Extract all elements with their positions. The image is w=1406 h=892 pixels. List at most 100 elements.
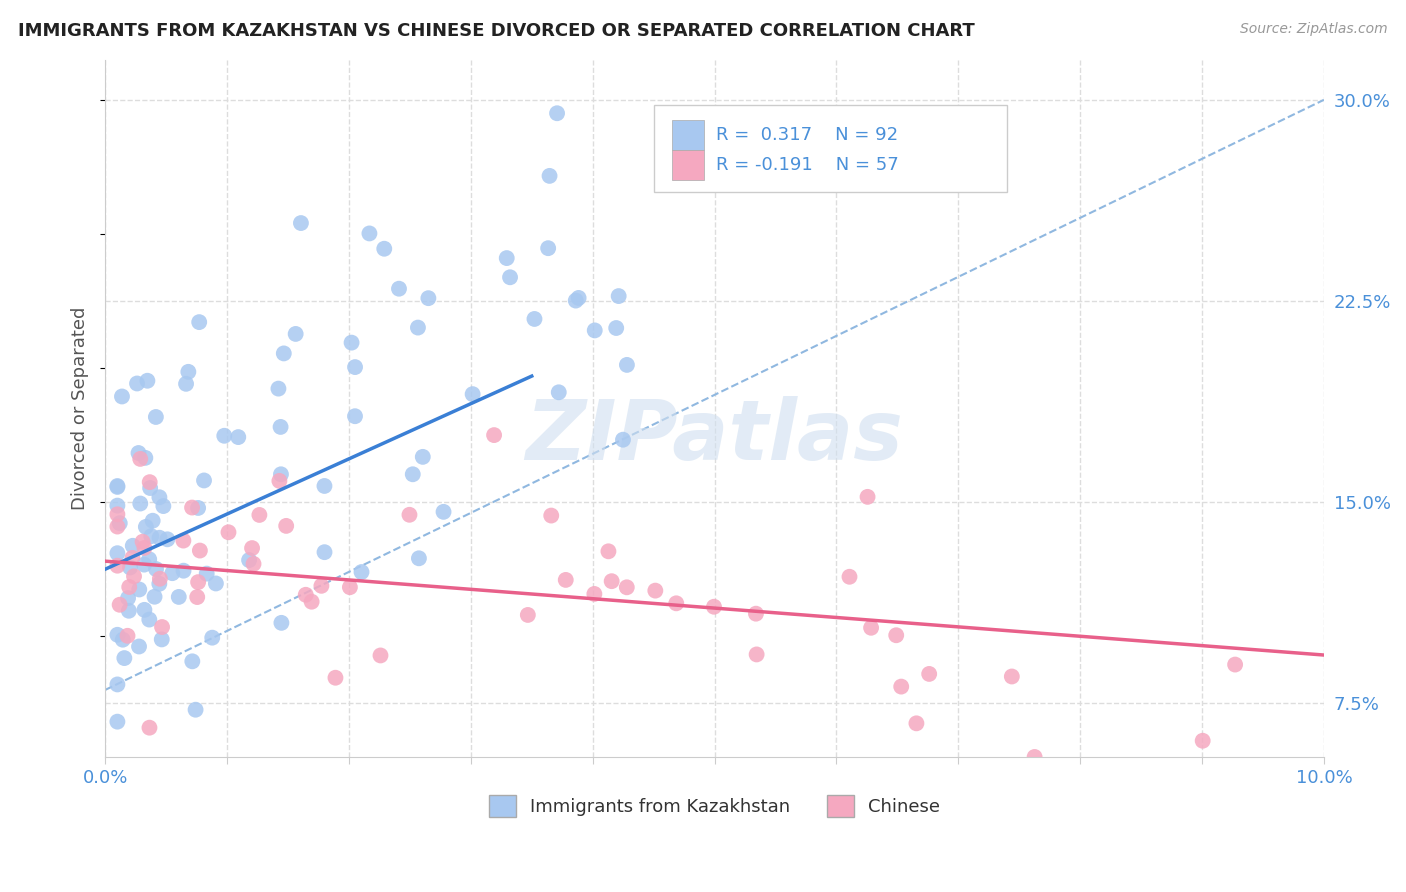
- Point: [172, 533, 194, 548]
- Point: [495, 251, 517, 265]
- Point: [129, 497, 152, 511]
- Point: [167, 590, 190, 604]
- Point: [188, 543, 211, 558]
- Point: [112, 651, 135, 665]
- Point: [128, 640, 150, 654]
- Point: [150, 632, 173, 647]
- Point: [156, 533, 179, 547]
- Point: [121, 550, 143, 565]
- Point: [406, 320, 429, 334]
- Point: [605, 321, 627, 335]
- Point: [616, 580, 638, 594]
- Point: [105, 480, 128, 494]
- Point: [108, 598, 131, 612]
- Point: [145, 562, 167, 576]
- Point: [276, 519, 298, 533]
- Point: [598, 544, 620, 558]
- Point: [177, 365, 200, 379]
- Point: [152, 499, 174, 513]
- Point: [117, 629, 139, 643]
- Point: [138, 552, 160, 566]
- Point: [121, 539, 143, 553]
- Point: [267, 382, 290, 396]
- Point: [860, 621, 883, 635]
- Point: [538, 169, 561, 183]
- Point: [412, 450, 434, 464]
- Point: [134, 450, 156, 465]
- Point: [193, 474, 215, 488]
- Point: [890, 680, 912, 694]
- Point: [238, 553, 260, 567]
- Point: [1001, 669, 1024, 683]
- Legend: Immigrants from Kazakhstan, Chinese: Immigrants from Kazakhstan, Chinese: [482, 789, 948, 824]
- Point: [187, 575, 209, 590]
- Point: [273, 346, 295, 360]
- Point: [148, 490, 170, 504]
- Point: [270, 467, 292, 482]
- Text: R = -0.191    N = 57: R = -0.191 N = 57: [716, 156, 898, 174]
- Point: [105, 499, 128, 513]
- Y-axis label: Divorced or Separated: Divorced or Separated: [72, 307, 89, 510]
- Point: [138, 613, 160, 627]
- Point: [105, 479, 128, 493]
- Point: [145, 409, 167, 424]
- Point: [339, 580, 361, 594]
- Point: [644, 583, 666, 598]
- Point: [111, 632, 134, 647]
- Text: ZIPatlas: ZIPatlas: [526, 396, 904, 476]
- Point: [187, 500, 209, 515]
- Point: [314, 545, 336, 559]
- Point: [148, 576, 170, 591]
- Point: [247, 508, 270, 522]
- Point: [703, 599, 725, 614]
- Point: [195, 566, 218, 581]
- Point: [418, 291, 440, 305]
- Point: [138, 721, 160, 735]
- Point: [665, 596, 688, 610]
- Point: [1191, 733, 1213, 747]
- Point: [856, 490, 879, 504]
- Point: [118, 604, 141, 618]
- Point: [122, 569, 145, 583]
- Point: [240, 541, 263, 555]
- Point: [745, 607, 768, 621]
- Point: [398, 508, 420, 522]
- Point: [402, 467, 425, 482]
- Point: [128, 582, 150, 597]
- Point: [173, 564, 195, 578]
- Point: [301, 595, 323, 609]
- Point: [564, 293, 586, 308]
- Point: [343, 409, 366, 424]
- Point: [918, 667, 941, 681]
- Point: [325, 671, 347, 685]
- Point: [148, 531, 170, 545]
- Point: [141, 529, 163, 543]
- Point: [546, 106, 568, 120]
- Point: [134, 603, 156, 617]
- Point: [131, 534, 153, 549]
- Point: [105, 508, 128, 522]
- Point: [174, 376, 197, 391]
- Point: [290, 216, 312, 230]
- Point: [242, 557, 264, 571]
- Point: [201, 631, 224, 645]
- Point: [340, 335, 363, 350]
- Point: [138, 475, 160, 490]
- Point: [540, 508, 562, 523]
- Point: [105, 519, 128, 533]
- Point: [186, 590, 208, 604]
- Point: [607, 289, 630, 303]
- Point: [181, 500, 204, 515]
- Point: [105, 558, 128, 573]
- Point: [205, 576, 228, 591]
- Point: [136, 374, 159, 388]
- Point: [359, 227, 381, 241]
- Point: [214, 429, 236, 443]
- Point: [117, 591, 139, 605]
- Point: [129, 451, 152, 466]
- Point: [388, 282, 411, 296]
- Point: [218, 525, 240, 540]
- Point: [432, 505, 454, 519]
- Point: [370, 648, 392, 663]
- Point: [408, 551, 430, 566]
